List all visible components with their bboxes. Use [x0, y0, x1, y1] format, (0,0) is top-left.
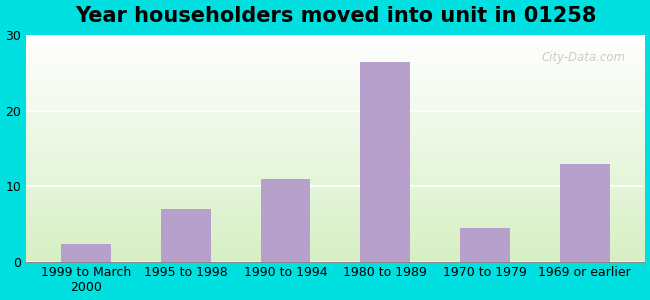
Bar	[61, 244, 111, 262]
Bar	[560, 164, 610, 262]
Text: City-Data.com: City-Data.com	[541, 51, 626, 64]
Bar	[261, 179, 311, 262]
Bar	[460, 228, 510, 262]
Title: Year householders moved into unit in 01258: Year householders moved into unit in 012…	[75, 6, 596, 26]
Bar	[360, 62, 410, 262]
Bar	[161, 209, 211, 262]
